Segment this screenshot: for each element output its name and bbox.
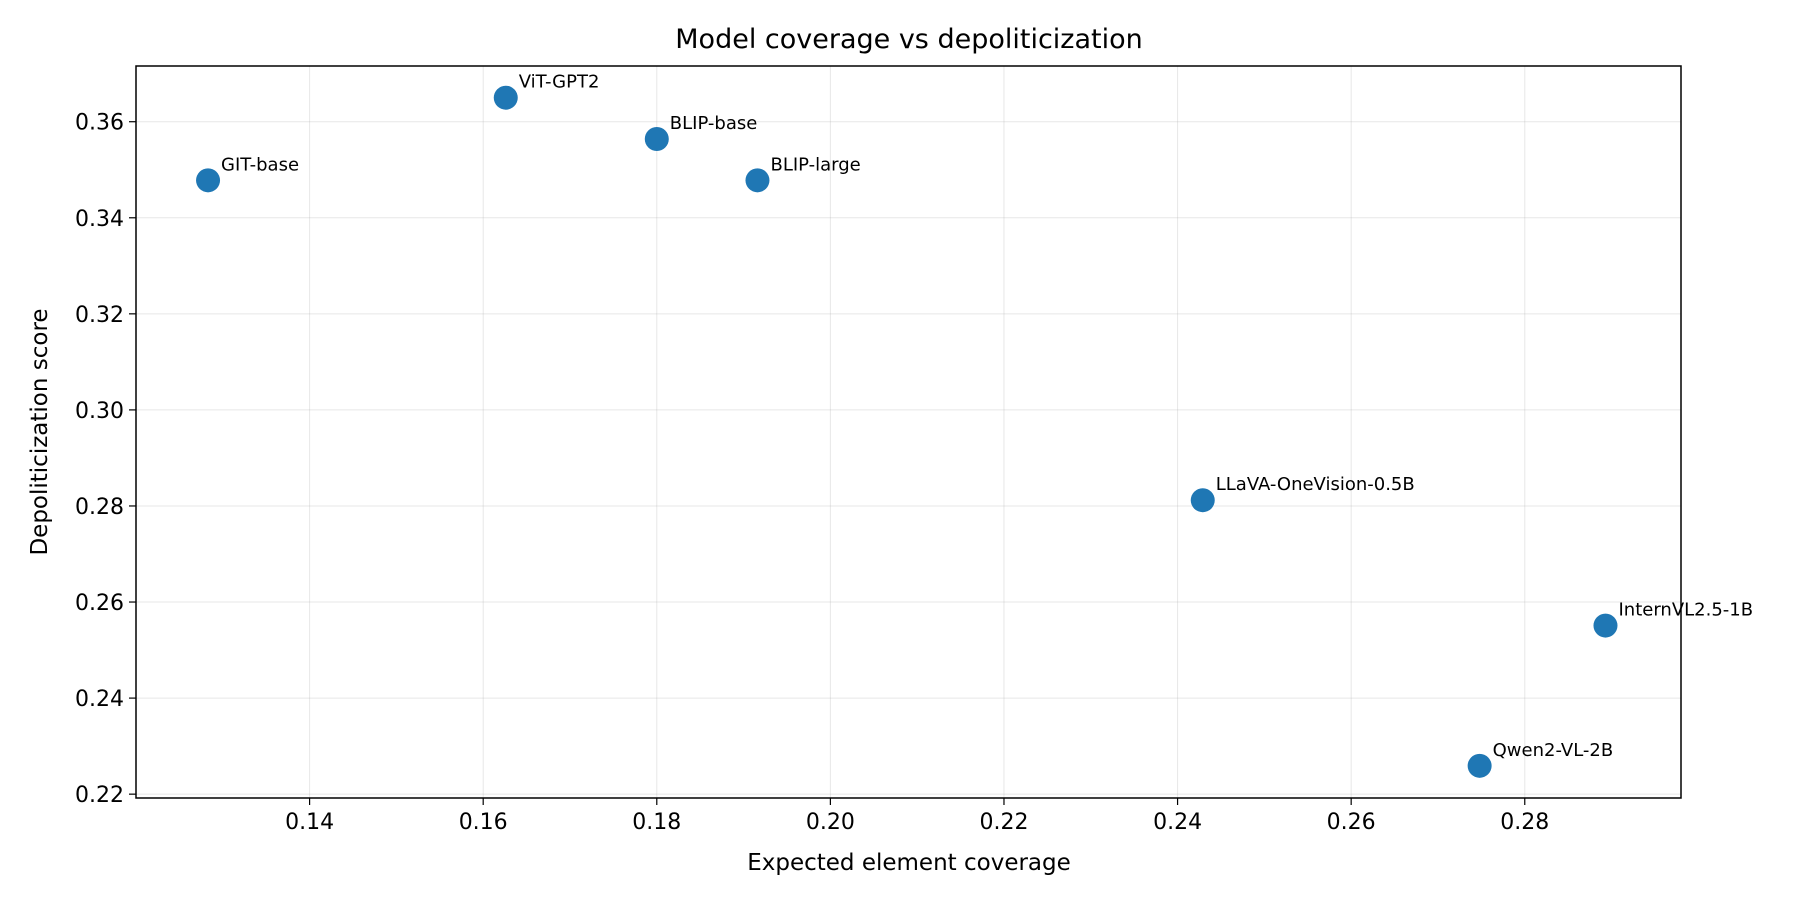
point-label: InternVL2.5-1B <box>1618 600 1753 621</box>
scatter-point <box>493 85 518 110</box>
scatter-point <box>1190 488 1215 513</box>
y-tick-label: 0.32 <box>75 303 124 328</box>
x-tick-label: 0.24 <box>1153 810 1202 835</box>
x-axis-label: Expected element coverage <box>747 850 1071 876</box>
point-label: ViT-GPT2 <box>519 72 600 93</box>
x-tick-label: 0.16 <box>459 810 508 835</box>
point-label: Qwen2-VL-2B <box>1493 740 1614 761</box>
axis-ticks: 0.14 0.16 0.18 0.20 0.22 0.24 0.26 0.28 0.22 0.24… <box>75 111 1549 835</box>
x-tick-label: 0.20 <box>806 810 855 835</box>
grid <box>136 66 1681 798</box>
point-label: BLIP-base <box>670 113 758 134</box>
scatter-point <box>644 127 669 152</box>
y-tick-label: 0.28 <box>75 495 124 520</box>
x-tick-label: 0.14 <box>285 810 334 835</box>
plot-frame <box>135 65 1682 799</box>
y-tick-label: 0.24 <box>75 687 124 712</box>
y-tick-label: 0.22 <box>75 783 124 808</box>
x-tick-label: 0.26 <box>1327 810 1376 835</box>
scatter-point <box>745 168 770 193</box>
y-axis-label: Depoliticization score <box>27 308 53 555</box>
chart-title: Model coverage vs depoliticization <box>675 24 1143 55</box>
point-label: GIT-base <box>221 154 299 175</box>
y-tick-label: 0.34 <box>75 207 124 232</box>
data-points: GIT-base ViT-GPT2 BLIP-base BLIP-large LLaVA… <box>196 72 1753 778</box>
y-tick-label: 0.30 <box>75 399 124 424</box>
x-tick-label: 0.22 <box>979 810 1028 835</box>
x-tick-label: 0.28 <box>1500 810 1549 835</box>
y-tick-label: 0.36 <box>75 111 124 136</box>
point-label: BLIP-large <box>770 154 860 175</box>
scatter-point <box>1467 753 1492 778</box>
scatter-point <box>1593 613 1618 638</box>
scatter-point <box>196 168 221 193</box>
x-tick-label: 0.18 <box>632 810 681 835</box>
point-label: LLaVA-OneVision-0.5B <box>1216 474 1415 495</box>
y-tick-label: 0.26 <box>75 591 124 616</box>
